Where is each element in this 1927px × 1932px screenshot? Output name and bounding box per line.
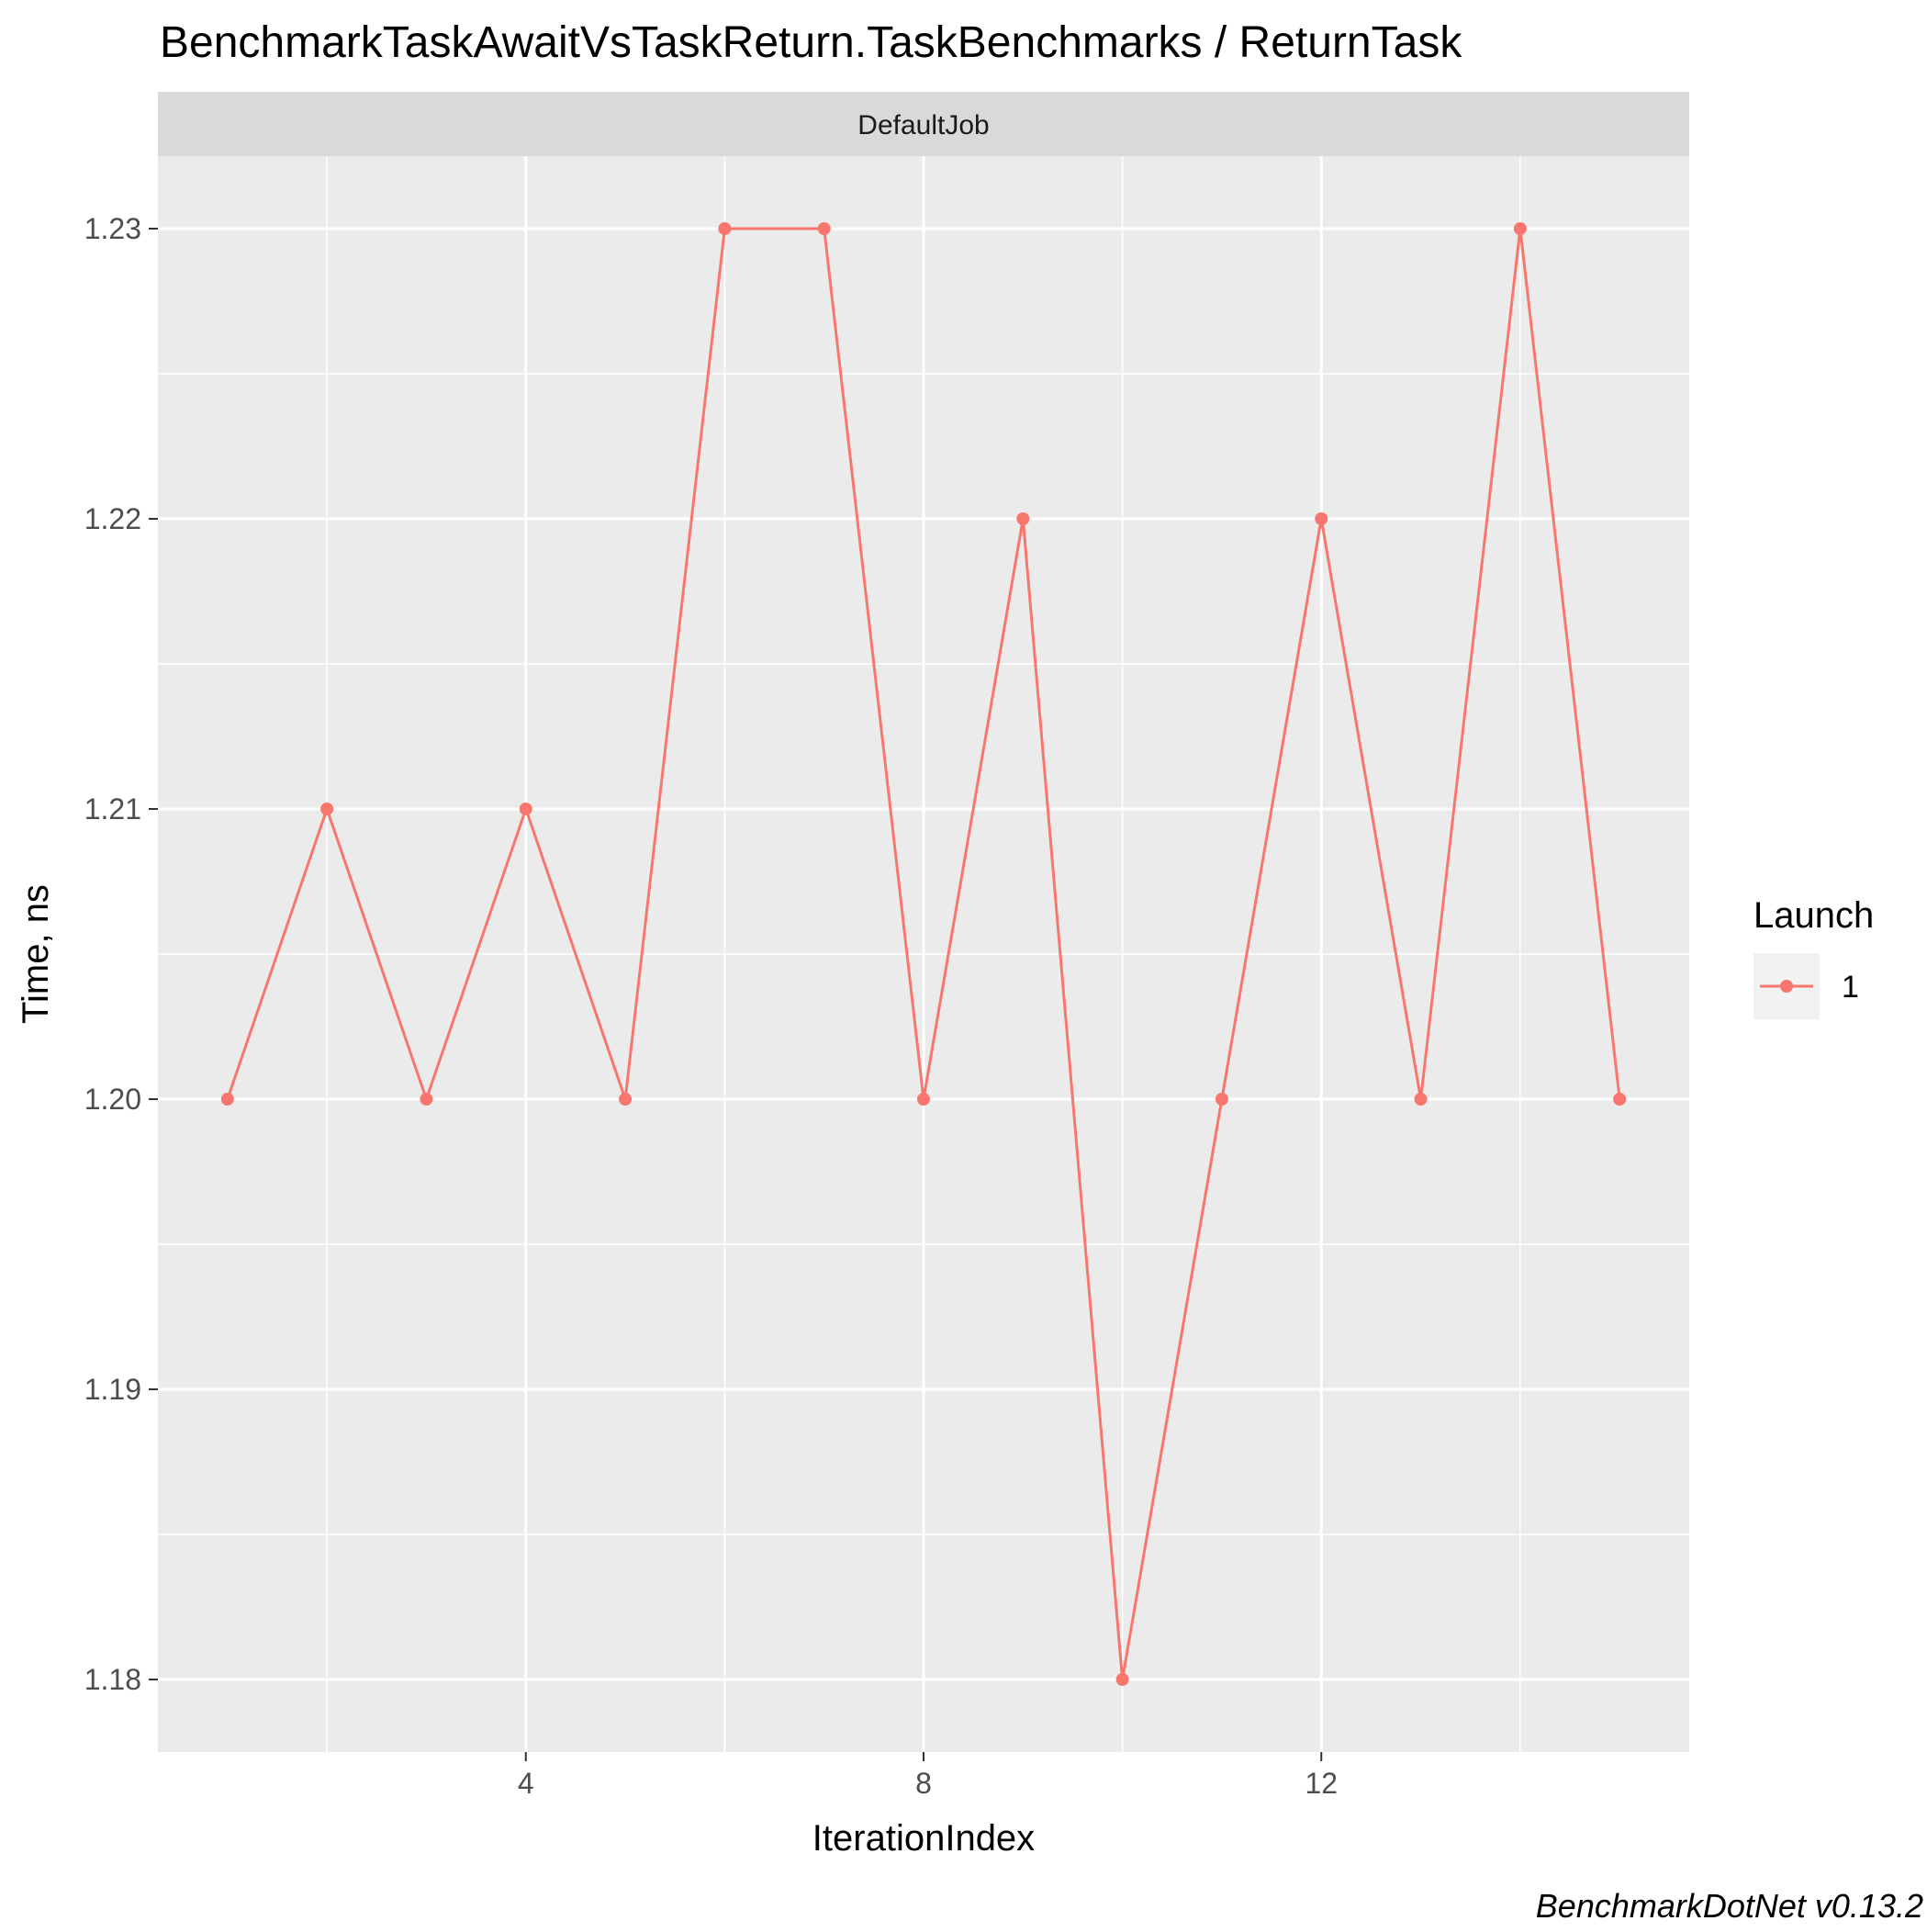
major-gridlines bbox=[158, 156, 1689, 1752]
data-point bbox=[220, 1093, 234, 1106]
data-point bbox=[817, 222, 831, 235]
y-tick-label: 1.19 bbox=[84, 1373, 141, 1406]
x-tick-label: 8 bbox=[915, 1767, 932, 1800]
facet-strip: DefaultJob bbox=[158, 92, 1689, 156]
series-layer bbox=[220, 222, 1627, 1686]
tick-labels: 4 8 12 1.18 1.19 1.20 1.21 1.22 1.23 bbox=[84, 212, 1338, 1800]
data-point bbox=[1315, 512, 1328, 525]
data-point bbox=[619, 1093, 633, 1106]
legend-title: Launch bbox=[1753, 895, 1874, 936]
y-tick-label: 1.22 bbox=[84, 502, 141, 535]
data-point bbox=[519, 803, 532, 815]
legend-entries: 1 bbox=[1753, 953, 1859, 1019]
y-tick-label: 1.18 bbox=[84, 1663, 141, 1696]
chart-title: BenchmarkTaskAwaitVsTaskReturn.TaskBench… bbox=[160, 18, 1462, 67]
legend-label: 1 bbox=[1842, 970, 1859, 1005]
data-point bbox=[1016, 512, 1030, 525]
x-tick-label: 12 bbox=[1305, 1767, 1338, 1800]
data-point bbox=[1513, 222, 1527, 235]
data-point bbox=[718, 222, 732, 235]
legend: Launch 1 bbox=[1753, 895, 1874, 1019]
data-point bbox=[1613, 1093, 1627, 1106]
data-point bbox=[320, 803, 334, 815]
x-tick-label: 4 bbox=[518, 1767, 534, 1800]
data-point bbox=[1215, 1093, 1228, 1106]
legend-key-point bbox=[1780, 980, 1793, 993]
y-tick-label: 1.23 bbox=[84, 212, 141, 245]
data-point bbox=[1115, 1673, 1129, 1686]
axis-ticks bbox=[149, 228, 1323, 1761]
facet-label: DefaultJob bbox=[857, 110, 989, 140]
x-axis-title: IterationIndex bbox=[812, 1818, 1035, 1859]
y-tick-label: 1.20 bbox=[84, 1083, 141, 1116]
y-tick-label: 1.21 bbox=[84, 792, 141, 826]
facet-strip-background bbox=[158, 92, 1689, 156]
y-axis-title: Time, ns bbox=[16, 884, 56, 1024]
data-point bbox=[917, 1093, 930, 1106]
caption: BenchmarkDotNet v0.13.2 bbox=[1536, 1887, 1923, 1925]
data-point bbox=[420, 1093, 433, 1106]
data-point bbox=[1414, 1093, 1428, 1106]
